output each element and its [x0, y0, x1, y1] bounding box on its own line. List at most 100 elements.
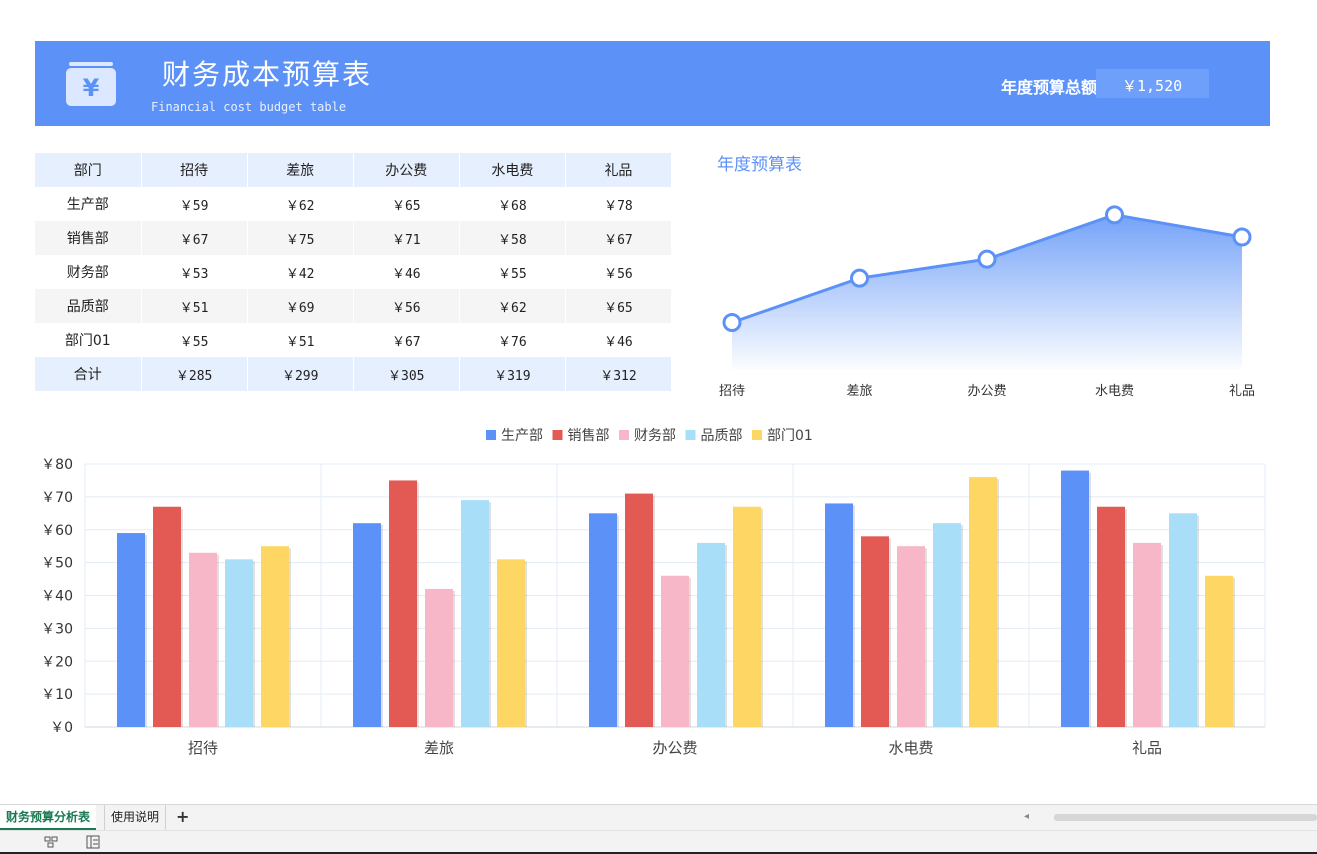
bar [117, 533, 145, 727]
status-bar [0, 830, 1317, 854]
area-point [1105, 205, 1124, 225]
legend-swatch [552, 430, 563, 440]
annual-total-cell[interactable]: ￥1,520 [1096, 69, 1209, 98]
bar [461, 500, 489, 727]
table-cell[interactable]: ￥42 [247, 255, 354, 289]
table-cell[interactable]: ￥46 [353, 255, 460, 289]
sheet-tab-analysis[interactable]: 财务预算分析表 [0, 805, 97, 830]
table-cell[interactable]: ￥58 [459, 221, 566, 255]
bar [425, 588, 453, 727]
table-row: 生产部 ￥59 ￥62 ￥65 ￥68 ￥78 [35, 187, 673, 221]
table-cell[interactable]: ￥75 [247, 221, 354, 255]
header-cell[interactable]: 水电费 [459, 153, 566, 187]
y-tick-label: ￥10 [41, 687, 73, 703]
area-point [977, 249, 997, 269]
department-bar-chart[interactable]: 生产部 销售部 财务部 品质部 部门01 ￥0 ￥10 ￥20 ￥30 ￥40 ￥50 ￥60 ￥70 ￥… [0, 420, 1317, 770]
bar [353, 523, 381, 727]
total-cell[interactable]: ￥285 [141, 357, 248, 391]
table-cell[interactable]: ￥76 [459, 323, 566, 357]
x-category-label: 差旅 [424, 739, 454, 757]
bar [153, 506, 181, 727]
area-fill [732, 214, 1242, 370]
legend-label: 部门01 [767, 428, 813, 444]
table-cell[interactable]: ￥62 [247, 187, 354, 221]
sheet-list-icon[interactable] [44, 835, 58, 849]
table-cell[interactable]: ￥78 [565, 187, 673, 221]
bar [389, 480, 417, 727]
table-cell[interactable]: ￥59 [141, 187, 248, 221]
legend-swatch [685, 430, 696, 440]
table-cell[interactable]: ￥55 [141, 323, 248, 357]
table-cell[interactable]: ￥56 [565, 255, 673, 289]
total-cell[interactable]: ￥312 [565, 357, 673, 391]
table-cell[interactable]: ￥68 [459, 187, 566, 221]
area-point [722, 313, 742, 332]
table-cell[interactable]: ￥67 [353, 323, 460, 357]
table-row: 部门01 ￥55 ￥51 ￥67 ￥76 ￥46 [35, 323, 673, 357]
x-category-label: 礼品 [1132, 739, 1162, 757]
header-cell[interactable]: 礼品 [565, 153, 673, 187]
header-cell[interactable]: 差旅 [247, 153, 354, 187]
table-cell[interactable]: ￥71 [353, 221, 460, 255]
department-cell[interactable]: 部门01 [35, 323, 142, 357]
header-cell[interactable]: 部门 [35, 153, 142, 187]
bar [825, 503, 853, 727]
table-cell[interactable]: ￥62 [459, 289, 566, 323]
page-title: 财务成本预算表 [162, 58, 373, 91]
table-cell[interactable]: ￥53 [141, 255, 248, 289]
budget-table: 部门 招待 差旅 办公费 水电费 礼品 生产部 ￥59 ￥62 ￥65 ￥68 … [35, 153, 673, 391]
y-tick-label: ￥0 [50, 720, 73, 736]
table-cell[interactable]: ￥67 [141, 221, 248, 255]
bar [861, 536, 889, 727]
annual-budget-area-chart[interactable]: 招待 差旅 办公费 水电费 礼品 [700, 180, 1270, 405]
area-chart-title: 年度预算表 [717, 155, 802, 175]
header-cell[interactable]: 办公费 [353, 153, 460, 187]
y-tick-label: ￥60 [41, 523, 73, 539]
bar [969, 477, 997, 727]
table-cell[interactable]: ￥67 [565, 221, 673, 255]
table-row: 销售部 ￥67 ￥75 ￥71 ￥58 ￥67 [35, 221, 673, 255]
table-cell[interactable]: ￥46 [565, 323, 673, 357]
bar [897, 546, 925, 727]
page-layout-icon[interactable] [86, 835, 100, 849]
bar [733, 506, 761, 727]
table-cell[interactable]: ￥55 [459, 255, 566, 289]
table-cell[interactable]: ￥65 [353, 187, 460, 221]
y-tick-label: ￥40 [41, 589, 73, 605]
annual-total-label: 年度预算总额 [1001, 78, 1097, 97]
table-cell[interactable]: ￥69 [247, 289, 354, 323]
department-cell[interactable]: 财务部 [35, 255, 142, 289]
bar [1061, 470, 1089, 727]
bar [1133, 542, 1161, 727]
table-cell[interactable]: ￥65 [565, 289, 673, 323]
bar [625, 493, 653, 727]
scroll-left-icon[interactable]: ◂ [1024, 811, 1030, 822]
bar [697, 542, 725, 727]
department-cell[interactable]: 品质部 [35, 289, 142, 323]
total-cell[interactable]: ￥299 [247, 357, 354, 391]
department-cell[interactable]: 销售部 [35, 221, 142, 255]
table-cell[interactable]: ￥56 [353, 289, 460, 323]
legend-label: 品质部 [701, 428, 743, 444]
legend-label: 财务部 [634, 428, 676, 444]
total-cell[interactable]: ￥305 [353, 357, 460, 391]
bar [589, 513, 617, 727]
department-cell[interactable]: 生产部 [35, 187, 142, 221]
add-sheet-button[interactable]: + [176, 807, 190, 826]
header-cell[interactable]: 招待 [141, 153, 248, 187]
total-cell[interactable]: ￥319 [459, 357, 566, 391]
bar [497, 559, 525, 727]
bar [225, 559, 253, 727]
table-cell[interactable]: ￥51 [141, 289, 248, 323]
bar [1205, 575, 1233, 727]
sheet-tab-instructions[interactable]: 使用说明 [104, 805, 167, 830]
bar [661, 575, 689, 727]
y-tick-label: ￥70 [41, 490, 73, 506]
total-label-cell[interactable]: 合计 [35, 357, 142, 391]
area-category-label: 礼品 [1229, 383, 1255, 399]
horizontal-scrollbar[interactable] [1054, 814, 1317, 821]
area-category-label: 办公费 [967, 384, 1006, 399]
table-cell[interactable]: ￥51 [247, 323, 354, 357]
y-tick-label: ￥20 [41, 654, 73, 670]
